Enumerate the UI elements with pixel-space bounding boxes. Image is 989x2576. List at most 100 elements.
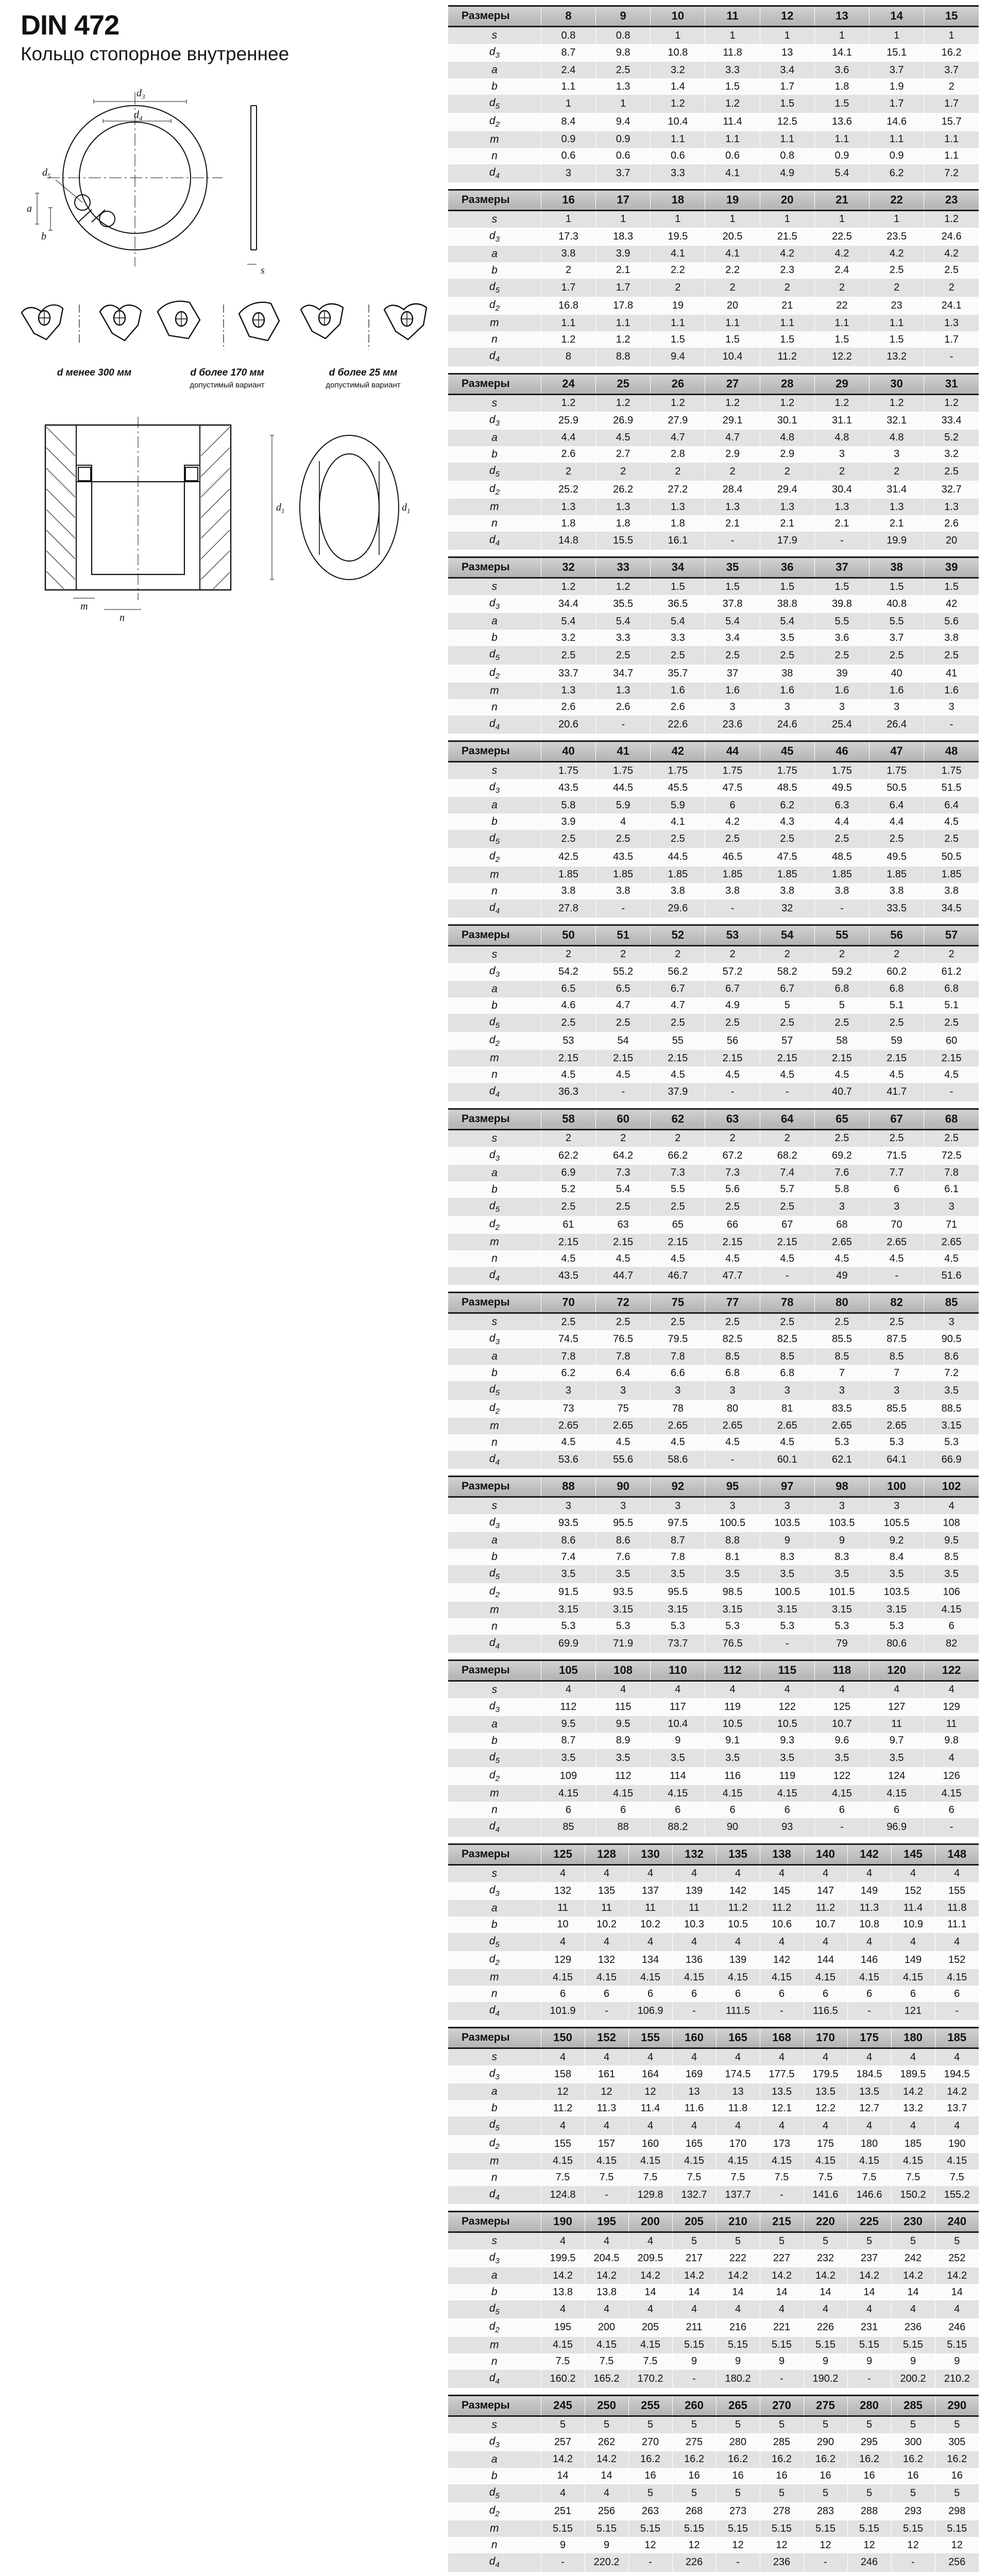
table-cell: 49 (814, 1267, 869, 1285)
dimension-table: Размеры 245 250 255 260 265 270 275 280 285 290 s 5 5… (448, 2394, 979, 2572)
table-cell: 5.4 (595, 1181, 651, 1198)
row-label-d2: d2 (448, 2502, 541, 2521)
table-row: m 1.3 1.3 1.6 1.6 1.6 1.6 1.6 1.6 (448, 682, 979, 699)
table-cell: 1.2 (540, 578, 596, 596)
table-column-header: 90 (595, 1476, 651, 1498)
table-row: a 3.8 3.9 4.1 4.1 4.2 4.2 4.2 4.2 (448, 245, 979, 262)
table-cell: 6.8 (924, 980, 979, 997)
table-cell: 11.2 (759, 348, 815, 366)
table-cell: 4 (934, 2116, 979, 2135)
table-cell: 2.15 (759, 1234, 815, 1251)
table-cell: 1.85 (705, 866, 760, 883)
table-cell: 3.5 (924, 1381, 979, 1400)
table-cell: 95.5 (595, 1514, 651, 1533)
table-cell: 1.6 (924, 682, 979, 699)
table-cell: 2.5 (759, 1313, 815, 1331)
table-cell: 7.5 (584, 2353, 628, 2370)
table-row: d2 16.8 17.8 19 20 21 22 23 24.1 (448, 297, 979, 315)
table-cell: 6.7 (759, 980, 815, 997)
table-cell: 14.8 (540, 532, 596, 550)
table-cell: 61.2 (924, 962, 979, 981)
table-cell: 7.8 (650, 1348, 705, 1365)
table-cell: 88.5 (924, 1399, 979, 1418)
table-cell: 7.5 (628, 2353, 672, 2370)
table-cell: - (672, 2369, 716, 2388)
table-cell: 0.9 (595, 131, 651, 148)
table-cell: 3.6 (814, 62, 869, 79)
table-cell: 5.3 (759, 1618, 815, 1635)
table-cell: 7.5 (803, 2169, 847, 2186)
table-cell: 5 (715, 2484, 760, 2503)
table-cell: 145 (759, 1882, 804, 1900)
table-column-header: 220 (803, 2211, 847, 2233)
table-cell: 2.65 (650, 1417, 705, 1434)
table-cell: 66 (705, 1215, 760, 1234)
table-cell: 1.5 (869, 331, 924, 348)
table-column-header: 40 (540, 740, 596, 762)
table-cell: 6 (759, 1986, 804, 2003)
table-cell: 3.5 (705, 1565, 760, 1584)
table-cell: 5.2 (924, 429, 979, 446)
table-cell: 103.5 (759, 1514, 815, 1533)
table-cell: 2.5 (869, 646, 924, 665)
table-cell: 3.15 (759, 1601, 815, 1618)
table-cell: 3.5 (705, 1749, 760, 1768)
table-cell: 32.7 (924, 480, 979, 499)
table-cell: 81 (759, 1399, 815, 1418)
table-cell: 155 (540, 2134, 585, 2153)
table-cell: 4 (847, 2116, 891, 2135)
table-row: a 12 12 12 13 13 13.5 13.5 13.5 14.2 14.2 (448, 2083, 979, 2100)
table-cell: 85.5 (869, 1399, 924, 1418)
table-row: d2 109 112 114 116 119 122 124 126 (448, 1767, 979, 1786)
table-cell: 1.3 (759, 499, 815, 516)
table-cell: 101.5 (814, 1583, 869, 1602)
table-cell: 14.2 (672, 2267, 716, 2284)
table-cell: 1.5 (705, 578, 760, 596)
section-installation-drawing: m n d1 d1 (14, 404, 442, 631)
table-cell: 6 (759, 1802, 815, 1819)
table-cell: 5 (715, 2416, 760, 2433)
row-label-b: b (448, 814, 541, 831)
table-cell: 71.5 (869, 1146, 924, 1165)
row-label-d5: d5 (448, 95, 541, 113)
table-row: a 5.4 5.4 5.4 5.4 5.4 5.5 5.5 5.6 (448, 613, 979, 630)
table-cell: 2.5 (759, 1013, 815, 1032)
table-cell: 1.2 (595, 578, 651, 596)
table-cell: 268 (672, 2502, 716, 2521)
table-row: n 5.3 5.3 5.3 5.3 5.3 5.3 5.3 6 (448, 1618, 979, 1635)
table-cell: 2.1 (705, 515, 760, 532)
table-column-header: 145 (891, 1843, 935, 1866)
table-cell: 4 (715, 2300, 760, 2319)
row-label-a: a (448, 613, 541, 630)
table-cell: 11.8 (705, 44, 760, 62)
table-cell: 4 (540, 2116, 585, 2135)
table-cell: 2.7 (595, 446, 651, 463)
table-cell: 4.15 (715, 1969, 760, 1986)
table-cell: 2.5 (869, 1313, 924, 1331)
table-row: b 10 10.2 10.2 10.3 10.5 10.6 10.7 10.8 10.9 11.1 (448, 1916, 979, 1933)
table-cell: 7.2 (924, 164, 979, 182)
table-cell: 129 (924, 1698, 979, 1716)
table-cell: 4 (540, 1933, 585, 1951)
table-cell: 1.6 (705, 682, 760, 699)
table-cell: 2.5 (705, 830, 760, 849)
table-row: a 11 11 11 11 11.2 11.2 11.2 11.3 11.4 11.8 (448, 1900, 979, 1917)
table-cell: 14.2 (803, 2267, 847, 2284)
table-cell: 16 (847, 2467, 891, 2484)
table-cell: 2.6 (924, 515, 979, 532)
row-label-d3: d3 (448, 411, 541, 430)
table-cell: 9 (803, 2353, 847, 2370)
table-cell: 10.3 (672, 1916, 716, 1933)
table-header-row: Размеры 105 108 110 112 115 118 120 122 (448, 1659, 979, 1682)
row-label-s: s (448, 2048, 541, 2066)
table-cell: 4 (540, 2048, 585, 2066)
table-cell: 4.15 (540, 2336, 585, 2353)
table-cell: 6.4 (924, 797, 979, 814)
table-cell: 87.5 (869, 1330, 924, 1349)
table-cell: 165 (672, 2134, 716, 2153)
table-cell: 2 (869, 462, 924, 481)
table-cell: 2.5 (540, 1197, 596, 1216)
table-cell: 27.8 (540, 899, 596, 918)
table-cell: 257 (540, 2433, 585, 2451)
table-cell: 263 (628, 2502, 672, 2521)
